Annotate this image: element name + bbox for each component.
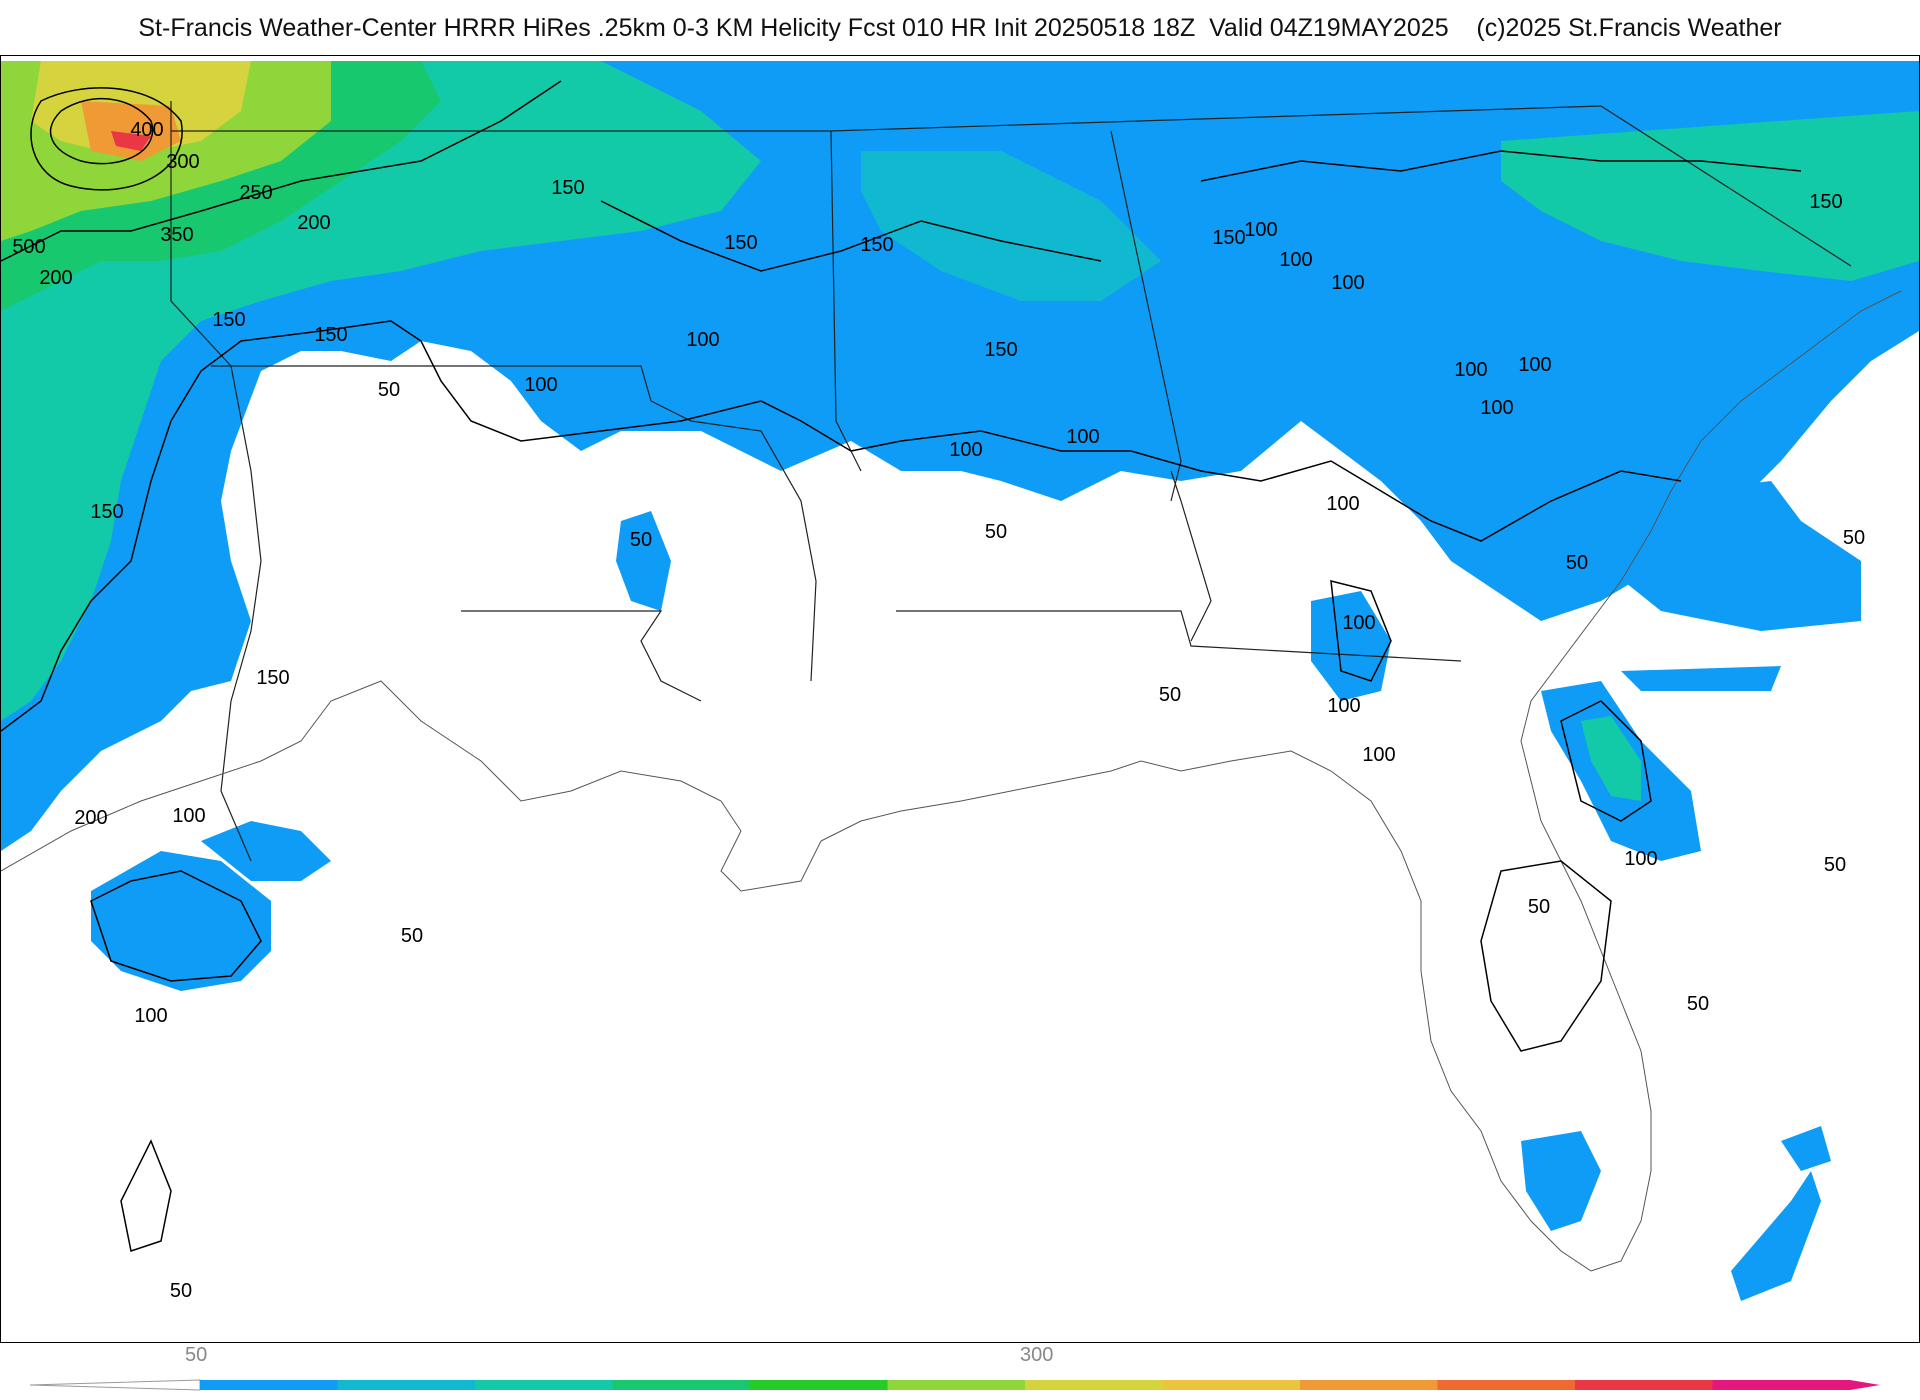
contour-label: 100 [949,439,982,461]
contour-label: 150 [551,177,584,199]
contour-label: 100 [134,1005,167,1027]
contour-label: 100 [1454,359,1487,381]
map-title: St-Francis Weather-Center HRRR HiRes .25… [138,14,1782,42]
contour-label: 100 [524,374,557,396]
colorbar-segment [200,1380,338,1390]
colorbar [30,1379,1880,1391]
colorbar-segment [612,1380,751,1390]
contour-label: 500 [12,236,45,258]
colorbar-segment [1712,1380,1851,1390]
colorbar-segment [1437,1380,1576,1390]
colorbar-segment [887,1380,1026,1390]
contour-label: 50 [630,529,652,551]
contour-label: 250 [239,182,272,204]
contour-label: 100 [1066,426,1099,448]
contour-label: 50 [985,521,1007,543]
contour-label: 100 [1342,612,1375,634]
contour-label: 100 [1327,695,1360,717]
contour-label: 100 [1331,272,1364,294]
contour-label: 150 [256,667,289,689]
colorbar-segment [1575,1380,1713,1390]
helicity-fill-layer [1,61,1919,1301]
contour-label: 100 [1518,354,1551,376]
boundary-lines [170,101,1852,862]
contour-label: 200 [74,807,107,829]
contour-label: 150 [314,324,347,346]
contour-label: 300 [166,151,199,173]
colorbar-left-arrow [30,1379,201,1391]
contour-lines [1,80,1802,1252]
contour-label: 150 [90,501,123,523]
colorbar-tick-300: 300 [1020,1344,1054,1366]
contour-label: 50 [1843,527,1865,549]
colorbar-segment [337,1380,476,1390]
contour-label: 150 [860,234,893,256]
contour-label: 200 [39,267,72,289]
colorbar-segment [1162,1380,1301,1390]
contour-label: 50 [1687,993,1709,1015]
contour-label: 100 [1624,848,1657,870]
contour-label: 150 [724,232,757,254]
contour-label: 50 [401,925,423,947]
helicity-map: 400 300 250 350 200 500 200 150 150 150 150 100 50 15… [0,55,1920,1343]
contour-label: 50 [1566,552,1588,574]
contour-label: 200 [297,212,330,234]
contour-label: 100 [686,329,719,351]
contour-label: 100 [1279,249,1312,271]
colorbar-segments [200,1380,1851,1390]
colorbar-segment [475,1380,613,1390]
colorbar-segment [1300,1380,1438,1390]
contour-label: 150 [1809,191,1842,213]
contour-label: 150 [212,309,245,331]
contour-label: 50 [1159,684,1181,706]
colorbar-segment [750,1380,888,1390]
contour-label: 400 [130,119,163,141]
contour-label: 100 [1244,219,1277,241]
contour-label: 50 [170,1280,192,1302]
colorbar-segment [1025,1380,1163,1390]
contour-label: 350 [160,224,193,246]
contour-label: 50 [1824,854,1846,876]
map-canvas: 4003002503502005002001501501501501005015… [1,61,1919,1302]
coastline [1,290,1902,1272]
contour-label: 50 [378,379,400,401]
contour-label: 150 [1212,227,1245,249]
contour-label-layer: 4003002503502005002001501501501501005015… [12,119,1865,1302]
colorbar-tick-50: 50 [185,1344,208,1366]
colorbar-right-arrow [1850,1380,1880,1390]
contour-label: 100 [172,805,205,827]
contour-label: 100 [1362,744,1395,766]
contour-label: 100 [1326,493,1359,515]
contour-label: 150 [984,339,1017,361]
contour-label: 100 [1480,397,1513,419]
contour-label: 50 [1528,896,1550,918]
